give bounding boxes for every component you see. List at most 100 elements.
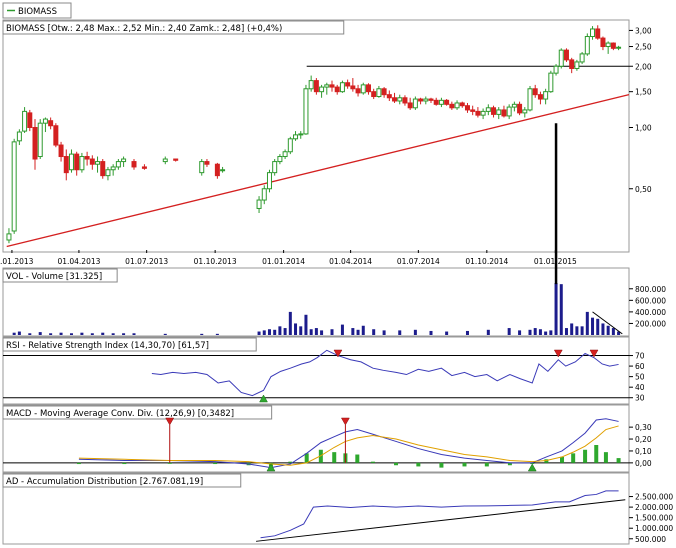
macd-histogram-bar [394,462,399,466]
candle-body [480,110,486,116]
candle-body [303,88,309,135]
candle-body [27,112,33,129]
candle-body [6,233,12,241]
macd-y-tick-label: 0,20 [635,435,652,444]
candle-body [89,158,95,165]
ad-y-tick-label: 2.500.000 [635,493,673,502]
volume-bar [163,333,167,335]
volume-bar [273,329,277,335]
macd-plot: 0,30 0,20 0,10 0,00 [3,417,652,472]
volume-y-tick-label: 200.000 [635,319,666,328]
candle-body [334,86,340,93]
macd-histogram-bar [76,462,81,465]
price-y-tick-label: 2,00 [635,62,652,71]
volume-bar [549,330,553,335]
volume-bar [17,331,21,335]
macd-histogram-bar [594,445,599,463]
candle-body [214,163,220,177]
candle-body [511,103,517,108]
macd-histogram-bar [616,458,621,463]
volume-bar [80,332,84,335]
ad-line [260,490,619,539]
candle-body [558,49,564,67]
candle-body [563,49,569,61]
macd-sell-signal [165,417,175,426]
price-x-tick-label: 01.01.2013 [0,257,34,266]
candle-body [319,86,325,93]
volume-bar [413,329,417,335]
macd-histogram-bar [370,461,375,463]
volume-panel-title-box [2,268,118,283]
candle-body [84,156,90,160]
candle-body [407,102,413,109]
volume-bar [429,330,433,335]
candle-body [204,161,210,165]
candle-body [272,161,278,174]
candle-body [360,84,366,94]
volume-bar [465,330,469,335]
volume-bar [559,284,563,335]
macd-histogram-bar [544,459,549,463]
candle-body [266,172,272,190]
macd-signal-line [78,425,619,466]
volume-bar [12,332,16,335]
volume-bar [591,317,595,335]
volume-bar [278,326,282,335]
volume-bar [288,311,292,335]
candle-body [313,80,319,93]
volume-bar [554,283,558,335]
volume-bar [28,333,32,335]
candle-body [616,46,622,49]
candle-body [141,166,147,169]
macd-histogram-bar [122,462,127,465]
rsi-sell-signal [553,349,563,358]
volume-bar [351,328,355,335]
volume-bar [111,333,115,335]
ad-y-tick-label: 2.000.000 [635,503,673,512]
volume-bar [215,333,219,335]
candle-body [58,144,64,158]
volume-bar [606,325,610,335]
candle-body [115,161,121,168]
candle-body [553,65,559,74]
volume-bar [544,331,548,335]
trend-line [6,94,630,248]
candle-body [22,110,28,132]
candle-body [42,118,48,124]
candle-body [412,98,418,109]
candle-body [308,80,314,90]
ad-panel-title: AD - Accumulation Distribution [2.767.08… [6,477,203,487]
candle-body [100,161,106,177]
candle-body [32,127,38,160]
candle-body [402,97,408,104]
candle-body [63,156,69,174]
macd-histogram-bar [484,462,489,467]
candle-body [605,42,611,48]
candle-body [548,72,554,93]
volume-y-tick-label: 400.000 [635,308,666,317]
price-x-tick-label: 01.07.2014 [397,257,440,266]
candle-body [392,97,398,102]
candle-body [48,120,54,127]
candle-body [579,53,585,63]
volume-panel: VOL - Volume [31.325] [2,267,630,337]
candle-body [464,105,470,111]
macd-histogram-bar [318,449,323,463]
candle-body [433,99,439,105]
rsi-y-tick-label: 50 [635,373,645,382]
volume-bar [575,326,579,335]
macd-histogram-bar [560,456,565,463]
volume-bar [299,326,303,335]
candle-body [590,28,596,38]
candle-body [199,161,205,174]
candle-body [584,36,590,55]
candle-body [131,161,137,168]
candle-body [449,103,455,109]
candle-body [371,91,377,98]
candle-body [339,82,345,93]
macd-y-tick-label: 0,10 [635,447,652,456]
macd-histogram-bar [603,452,608,463]
rsi-panel-title-box [2,337,257,352]
